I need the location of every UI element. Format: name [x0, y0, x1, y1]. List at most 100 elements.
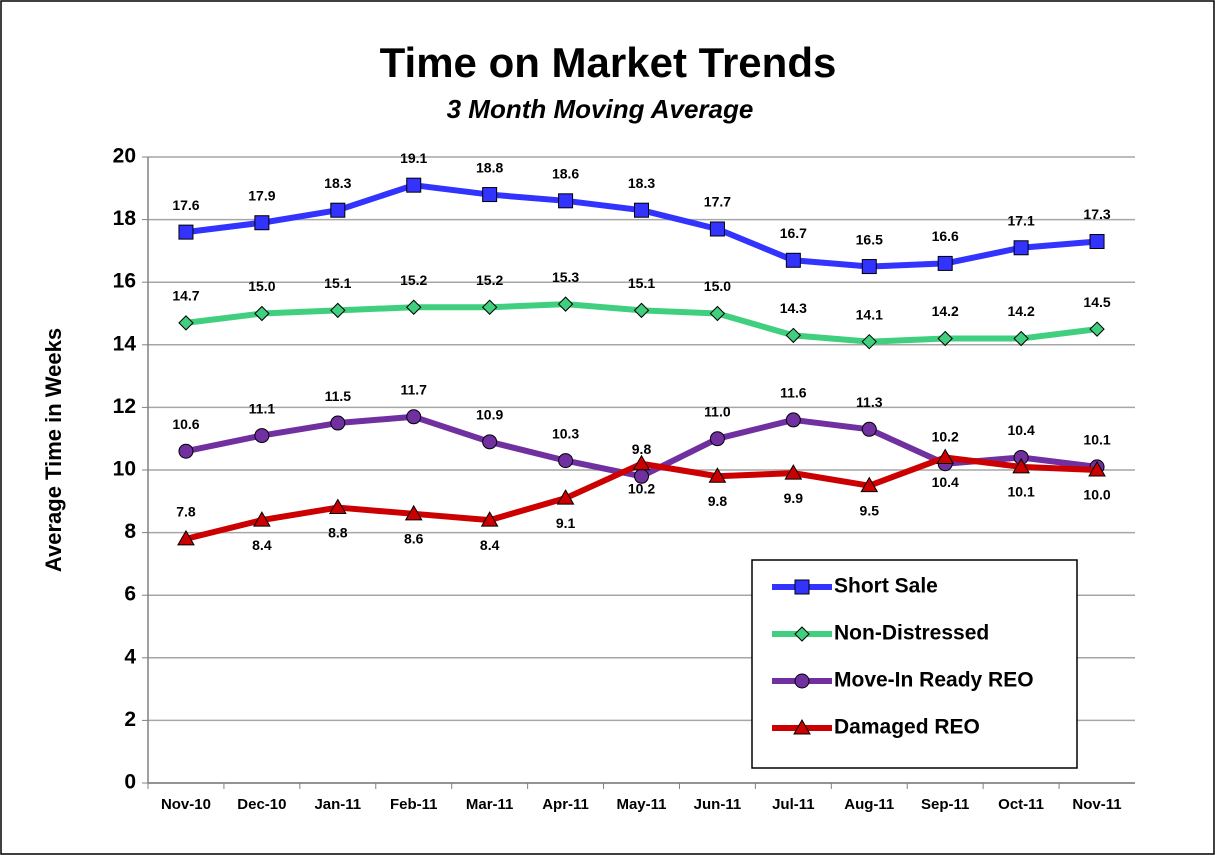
marker: [937, 255, 953, 271]
x-tick-label: Dec-10: [237, 796, 286, 813]
data-label: 19.1: [400, 150, 427, 166]
data-label: 15.1: [628, 275, 655, 291]
marker: [178, 315, 194, 331]
marker: [178, 443, 194, 459]
data-label: 15.0: [248, 278, 275, 294]
marker: [1013, 330, 1029, 347]
data-label: 15.1: [324, 275, 351, 291]
marker: [709, 221, 725, 237]
marker: [785, 327, 802, 344]
y-tick-label: 16: [113, 270, 136, 293]
marker: [556, 489, 575, 505]
data-label: 18.3: [324, 175, 351, 191]
y-tick-label: 2: [124, 708, 136, 731]
marker: [253, 511, 271, 527]
y-tick-label: 10: [113, 458, 136, 481]
data-label: 17.9: [248, 187, 275, 203]
marker: [254, 305, 270, 322]
marker: [406, 409, 422, 425]
data-label: 18.8: [476, 159, 503, 175]
marker: [480, 511, 499, 527]
data-label: 18.3: [628, 175, 655, 191]
marker: [861, 259, 877, 275]
x-tick-label: Jun-11: [694, 796, 742, 813]
marker: [633, 302, 650, 319]
data-label: 14.1: [856, 306, 883, 322]
data-label: 9.8: [632, 441, 652, 457]
marker: [794, 626, 810, 642]
marker: [784, 464, 803, 480]
x-tick-label: Jan-11: [314, 796, 361, 813]
x-tick-label: Nov-10: [161, 796, 211, 813]
x-tick-label: Mar-11: [466, 796, 514, 813]
marker: [785, 252, 801, 268]
legend-label: Move-In Ready REO: [834, 669, 1034, 692]
marker: [481, 299, 498, 315]
data-label: 14.2: [1007, 303, 1034, 319]
y-tick-label: 18: [113, 207, 137, 230]
marker: [794, 673, 810, 689]
marker: [632, 454, 651, 471]
data-label: 14.7: [172, 288, 199, 304]
x-tick-label: Feb-11: [390, 796, 438, 813]
marker: [794, 579, 810, 595]
chart-title: Time on Market Trends: [380, 39, 837, 86]
x-tick-label: Oct-11: [998, 796, 1044, 813]
data-label: 15.3: [552, 269, 579, 285]
data-label: 10.4: [1007, 422, 1034, 438]
data-label: 9.1: [556, 515, 576, 531]
data-label: 8.4: [480, 537, 500, 553]
y-tick-label: 14: [113, 332, 137, 355]
marker: [406, 177, 422, 193]
data-label: 18.6: [552, 166, 579, 182]
data-label: 17.7: [704, 194, 731, 210]
marker: [558, 193, 574, 209]
marker: [1089, 321, 1105, 337]
data-label: 16.7: [780, 225, 807, 241]
legend-label: Non-Distressed: [834, 622, 989, 645]
x-tick-label: Nov-11: [1072, 796, 1121, 813]
data-label: 14.5: [1083, 294, 1110, 310]
data-label: 15.2: [476, 272, 503, 288]
data-label: 10.0: [1083, 487, 1110, 503]
data-label: 11.7: [400, 381, 427, 397]
data-label: 11.3: [856, 394, 883, 410]
data-label: 17.3: [1083, 206, 1110, 222]
marker: [177, 529, 195, 546]
marker: [860, 476, 879, 493]
marker: [254, 428, 270, 444]
data-label: 14.3: [780, 300, 807, 316]
marker: [709, 305, 726, 322]
data-label: 9.8: [708, 493, 728, 509]
data-label: 10.9: [476, 407, 503, 423]
chart-subtitle: 3 Month Moving Average: [447, 94, 754, 124]
marker: [254, 215, 270, 231]
marker: [404, 504, 423, 521]
x-tick-label: Aug-11: [844, 796, 894, 813]
legend-label: Damaged REO: [834, 716, 980, 739]
data-label: 9.5: [860, 502, 880, 518]
marker: [482, 434, 498, 450]
marker: [1089, 234, 1105, 250]
y-tick-label: 6: [124, 583, 136, 606]
marker: [558, 453, 574, 469]
data-label: 14.2: [932, 303, 959, 319]
data-label: 15.2: [400, 272, 427, 288]
data-label: 10.4: [932, 474, 959, 490]
x-tick-label: Jul-11: [772, 796, 815, 813]
data-label: 7.8: [176, 504, 196, 520]
data-label: 10.6: [172, 416, 199, 432]
data-label: 17.6: [172, 197, 199, 213]
marker: [861, 333, 877, 350]
marker: [482, 187, 498, 203]
data-label: 8.4: [252, 537, 272, 553]
data-label: 16.6: [932, 228, 959, 244]
marker: [1012, 457, 1030, 474]
marker: [406, 299, 422, 315]
data-label: 10.1: [1007, 484, 1034, 500]
marker: [330, 302, 346, 319]
x-tick-label: May-11: [616, 796, 666, 813]
marker: [1013, 240, 1029, 256]
